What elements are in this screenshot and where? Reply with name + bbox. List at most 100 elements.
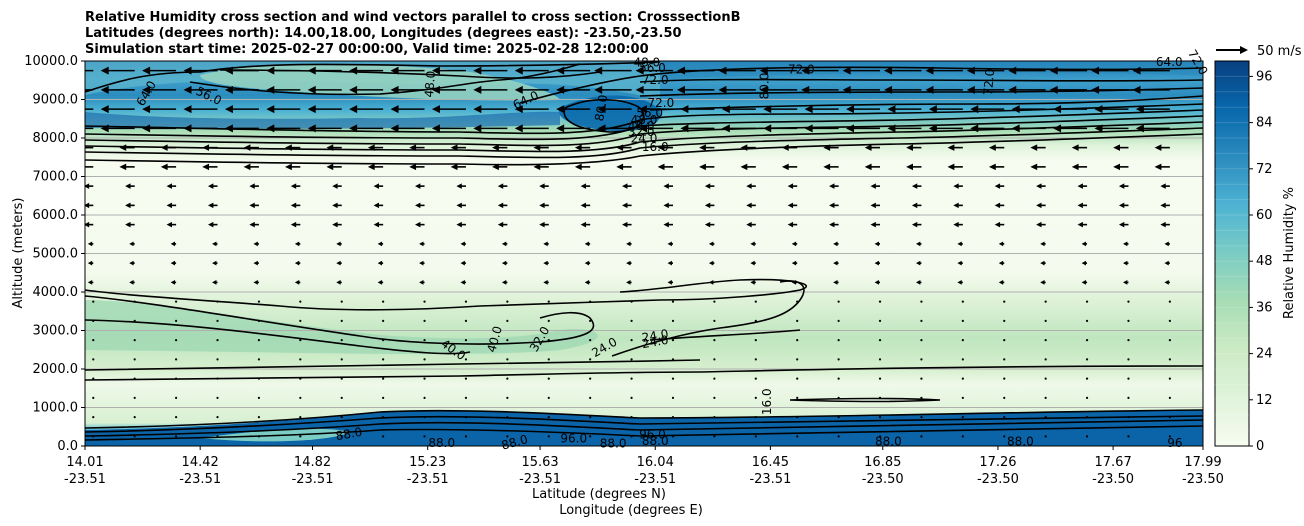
wind-vector: [1085, 319, 1089, 322]
wind-vector: [299, 416, 302, 419]
wind-vector: [133, 300, 136, 303]
wind-vector-head: [1123, 260, 1128, 266]
wind-vector-head: [833, 260, 838, 266]
wind-vector-head: [125, 202, 131, 209]
contour-label: 80.0: [757, 73, 771, 100]
wind-vector: [423, 300, 426, 303]
wind-vector: [589, 396, 592, 399]
wind-vector-head: [243, 144, 251, 151]
colorbar: 0 12 24 36 48 60 72 84 96 Relative Humidity %: [1214, 60, 1297, 454]
wind-vector-head: [874, 279, 879, 285]
wind-vector: [174, 435, 178, 438]
x-tick-label-lat: 16.04: [637, 455, 674, 470]
wind-vector-head: [884, 66, 893, 75]
wind-vector: [1044, 358, 1047, 361]
wind-vector: [1168, 377, 1171, 380]
wind-vector-head: [456, 202, 462, 209]
wind-vector-head: [1081, 279, 1086, 285]
wind-vector: [299, 300, 302, 303]
wind-vector-head: [708, 279, 714, 285]
wind-vector-head: [791, 241, 797, 247]
wind-vector-head: [207, 221, 214, 228]
wind-vector-head: [988, 163, 996, 171]
wind-vector: [796, 300, 799, 303]
wind-vector-head: [1071, 163, 1079, 171]
wind-vector-head: [1118, 202, 1125, 209]
wind-vector-head: [925, 85, 934, 94]
wind-vector-head: [142, 66, 151, 75]
wind-vector-head: [349, 105, 358, 114]
wind-vector-head: [906, 163, 913, 171]
wind-vector-head: [431, 66, 440, 75]
wind-vector: [423, 319, 426, 322]
wind-vector-head: [833, 279, 838, 285]
contour-line-upper-6: [639, 78, 1203, 83]
wind-vector-head: [332, 202, 338, 209]
wind-vector-head: [1081, 241, 1086, 247]
wind-vector-head: [125, 183, 131, 189]
wind-vector: [920, 435, 923, 438]
wind-vector-head: [492, 163, 499, 171]
wind-vector: [257, 377, 261, 380]
wind-vector-head: [450, 144, 458, 151]
wind-vector: [216, 358, 219, 361]
wind-vector-head: [497, 202, 504, 209]
wind-vector-head: [616, 163, 624, 171]
wind-vector-head: [514, 85, 523, 94]
wind-vector-head: [994, 221, 1001, 228]
wind-vector: [423, 377, 426, 380]
wind-vector-head: [638, 105, 647, 114]
wind-vector: [1044, 300, 1047, 303]
wind-vector: [506, 435, 509, 438]
wind-vector: [1168, 416, 1171, 419]
wind-vector: [382, 300, 385, 303]
wind-vector: [671, 300, 675, 303]
wind-vector-head: [142, 85, 151, 94]
wind-vector-head: [307, 85, 316, 94]
wind-vector-head: [704, 221, 711, 228]
wind-vector: [547, 339, 550, 342]
wind-vector: [837, 300, 840, 303]
wind-vector-head: [1049, 66, 1058, 75]
wind-vector: [1127, 396, 1130, 399]
wind-vector: [754, 416, 757, 419]
contour-label: 72.0: [642, 73, 669, 87]
wind-vector: [92, 435, 95, 438]
wind-vector-head: [1011, 105, 1020, 114]
contour-line-upper-10: [85, 109, 1203, 141]
wind-vector: [1127, 377, 1130, 380]
wind-vector-head: [663, 183, 669, 189]
wind-vector: [382, 416, 385, 419]
wind-vector-head: [473, 85, 482, 94]
wind-vector-head: [750, 279, 755, 285]
contour-label: 40.0: [484, 325, 504, 354]
wind-vector-head: [501, 260, 507, 266]
wind-vector-head: [597, 124, 606, 133]
wind-vector-head: [887, 124, 896, 133]
wind-vector-head: [594, 66, 603, 75]
wind-vector-head: [657, 144, 665, 151]
wind-vector: [1127, 300, 1130, 303]
wind-vector-head: [829, 183, 835, 189]
wind-vector-head: [1118, 221, 1125, 228]
wind-vector-head: [676, 66, 685, 75]
wind-vector: [92, 358, 95, 361]
wind-vector-head: [998, 279, 1004, 285]
wind-vector-head: [842, 66, 851, 75]
wind-vector-head: [473, 124, 482, 133]
wind-vector-head: [125, 221, 131, 228]
y-tick-label: 0.0: [57, 439, 78, 454]
wind-vector: [1044, 377, 1047, 380]
wind-vector: [506, 358, 509, 361]
wind-vector-head: [580, 202, 587, 209]
wind-vector: [878, 396, 882, 399]
wind-vector-head: [915, 241, 921, 247]
contour-label: 88.0: [428, 436, 455, 450]
y-tick-label: 8000.0: [33, 131, 79, 146]
quiver-key: 50 m/s: [1216, 44, 1302, 59]
wind-vector-head: [721, 105, 730, 114]
wind-vector: [754, 319, 757, 322]
wind-vector-head: [87, 241, 93, 247]
wind-vector: [299, 377, 302, 380]
wind-vector-head: [988, 144, 996, 151]
